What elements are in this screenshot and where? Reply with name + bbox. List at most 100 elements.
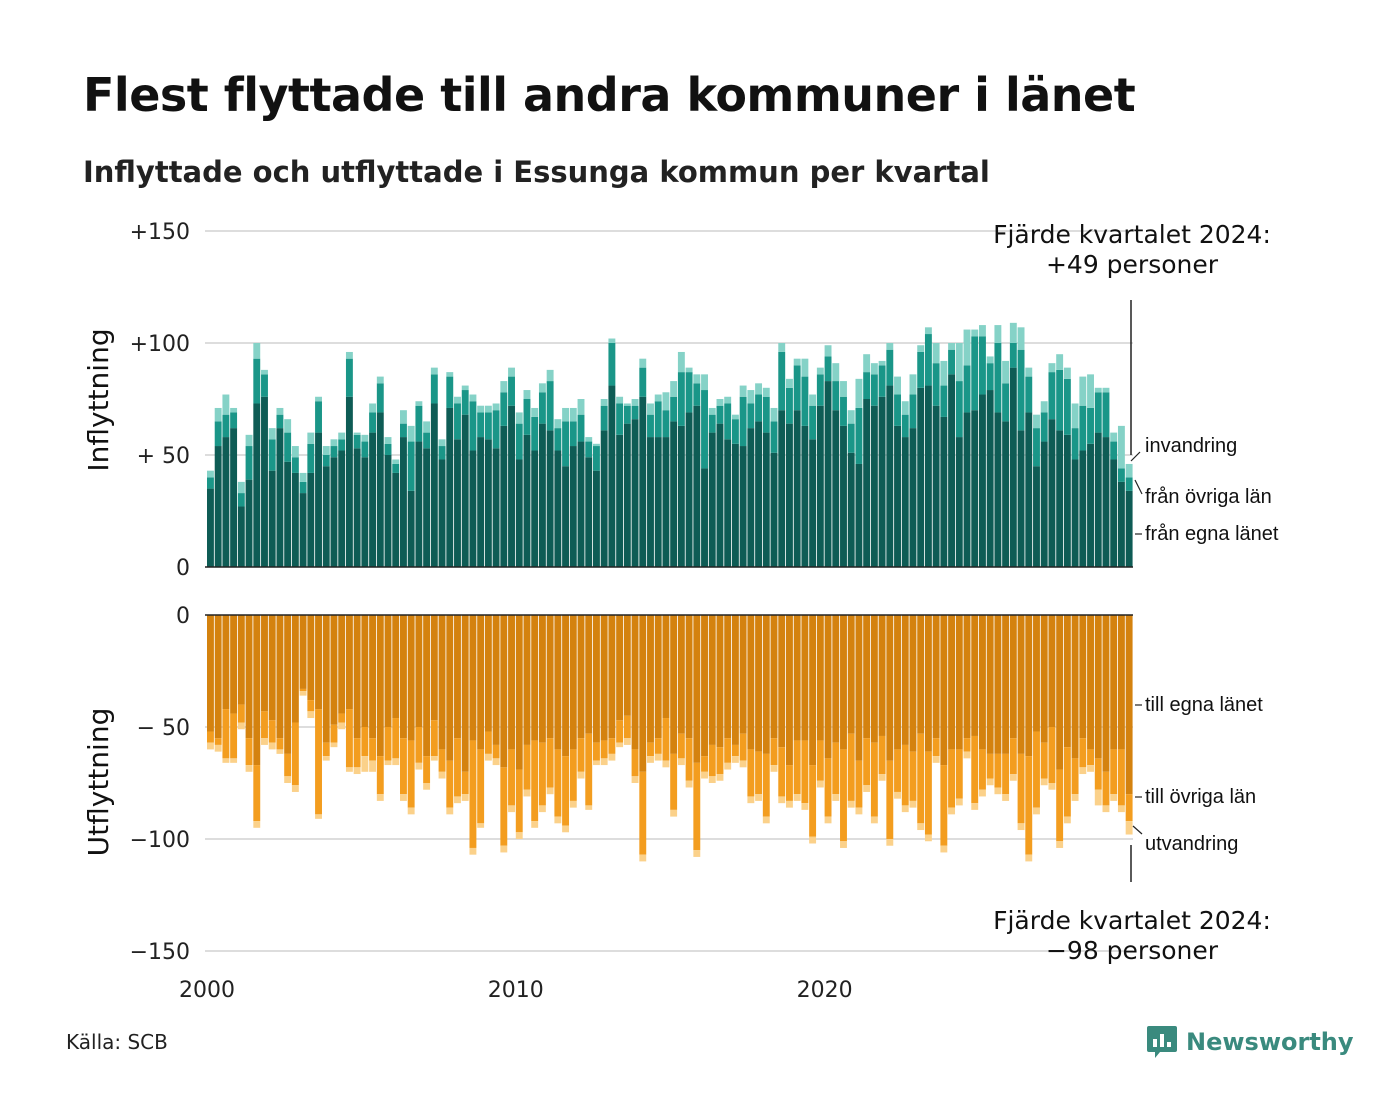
bar-outflow — [438, 749, 446, 772]
bar-inflow — [1040, 412, 1048, 442]
bar-inflow — [276, 428, 284, 567]
bar-inflow — [593, 470, 600, 567]
bar-inflow — [484, 405, 492, 413]
bar-outflow — [670, 753, 678, 810]
bar-inflow — [546, 430, 554, 567]
bar-outflow — [755, 615, 763, 752]
bar-inflow — [400, 423, 407, 438]
bar-inflow — [832, 381, 840, 411]
bar-inflow — [345, 396, 353, 567]
bar-outflow — [801, 740, 809, 804]
bar-outflow — [585, 733, 593, 806]
legend-leader — [1132, 825, 1143, 835]
bar-inflow — [315, 396, 322, 402]
bar-inflow — [693, 405, 701, 567]
y-tick-label: −100 — [130, 828, 190, 853]
bar-outflow — [207, 731, 214, 743]
bar-inflow — [600, 430, 608, 567]
y-tick-label: − 50 — [137, 716, 190, 741]
bar-outflow — [492, 615, 500, 745]
bar-inflow — [739, 396, 747, 447]
bar-inflow — [423, 448, 431, 567]
annotation-top-line2: +49 personer — [1046, 250, 1219, 279]
bar-inflow — [693, 374, 701, 384]
bar-inflow — [523, 434, 531, 567]
bar-outflow — [747, 796, 755, 804]
bar-outflow — [1087, 615, 1094, 750]
bar-inflow — [430, 374, 438, 404]
bar-outflow — [778, 747, 786, 797]
bar-inflow — [477, 437, 485, 567]
bar-outflow — [654, 753, 662, 761]
bar-inflow — [793, 410, 801, 567]
bar-outflow — [330, 615, 338, 725]
bar-outflow — [979, 749, 986, 790]
bar-outflow — [538, 615, 546, 743]
bar-outflow — [299, 688, 307, 692]
bar-outflow — [793, 794, 801, 801]
bar-inflow — [322, 446, 330, 455]
bar-inflow — [647, 414, 654, 438]
bar-outflow — [901, 615, 909, 745]
bar-outflow — [430, 615, 438, 721]
bar-inflow — [1094, 387, 1102, 393]
bar-inflow — [369, 412, 377, 433]
bar-inflow — [762, 387, 770, 397]
bar-outflow — [1017, 753, 1025, 824]
bar-inflow — [1002, 360, 1010, 384]
bar-outflow — [1040, 778, 1048, 786]
y-tick-label: + 50 — [137, 444, 190, 469]
bar-outflow — [237, 722, 245, 730]
y-axis-title-bottom: Utflyttning — [82, 708, 115, 857]
y-tick-label: −150 — [130, 940, 190, 965]
bar-inflow — [1056, 430, 1064, 567]
bar-outflow — [1094, 758, 1102, 790]
bar-outflow — [237, 704, 245, 723]
legend-leader — [1130, 451, 1141, 462]
bar-outflow — [538, 742, 546, 806]
bar-outflow — [778, 615, 786, 748]
bar-outflow — [816, 740, 824, 781]
bar-inflow — [631, 399, 639, 406]
bar-inflow — [1017, 430, 1025, 567]
bar-inflow — [446, 407, 454, 567]
bar-outflow — [755, 751, 763, 795]
bar-inflow — [870, 363, 878, 375]
bar-inflow — [523, 399, 531, 435]
bar-inflow — [1117, 481, 1125, 567]
bar-outflow — [484, 753, 492, 761]
bar-inflow — [847, 452, 855, 567]
bar-outflow — [731, 756, 739, 763]
bar-outflow — [484, 615, 492, 732]
bar-inflow — [492, 403, 500, 411]
bar-outflow — [631, 615, 639, 750]
bar-inflow — [207, 488, 214, 567]
inflow-bars — [207, 322, 1133, 567]
bar-inflow — [477, 412, 485, 438]
bar-outflow — [322, 615, 330, 743]
bar-outflow — [230, 713, 238, 759]
bar-inflow — [554, 428, 562, 451]
bar-inflow — [415, 405, 423, 442]
bar-outflow — [338, 722, 346, 730]
bar-outflow — [994, 753, 1002, 788]
bar-outflow — [786, 615, 793, 766]
bar-outflow — [816, 615, 824, 741]
bar-outflow — [438, 615, 446, 750]
bar-inflow — [762, 432, 770, 567]
bar-outflow — [778, 796, 786, 804]
bar-outflow — [531, 821, 539, 828]
bar-inflow — [554, 419, 562, 429]
bar-outflow — [330, 742, 338, 748]
bar-inflow — [847, 423, 855, 453]
brand-logo[interactable]: Newsworthy — [1146, 1024, 1354, 1060]
bar-inflow — [423, 421, 431, 433]
bar-inflow — [1048, 363, 1056, 373]
bar-outflow — [423, 615, 431, 757]
bar-inflow — [353, 434, 361, 449]
bar-outflow — [608, 753, 616, 761]
bar-outflow — [261, 615, 268, 712]
bar-inflow — [878, 396, 886, 567]
bar-inflow — [747, 403, 755, 429]
bar-inflow — [809, 394, 817, 406]
